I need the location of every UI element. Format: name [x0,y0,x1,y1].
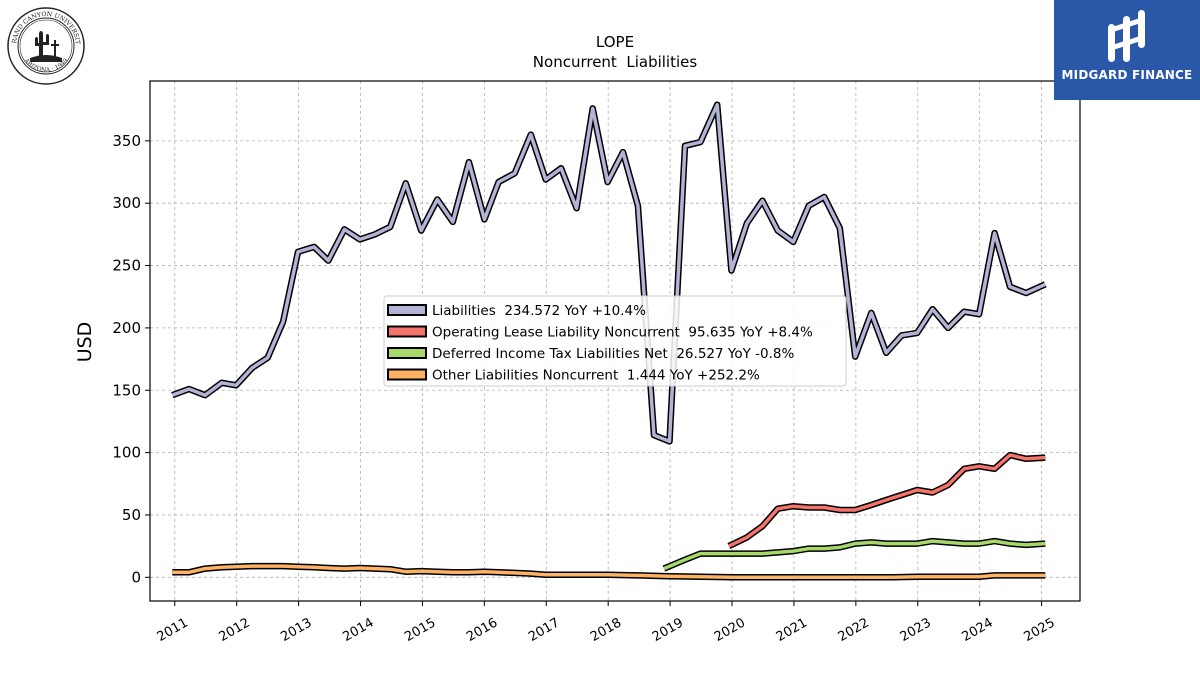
x-tick-label: 2018 [588,615,624,645]
series-line [171,102,1047,444]
x-tick-label: 2021 [774,615,810,645]
plot-frame [149,80,1081,602]
legend-swatch [387,325,427,338]
x-tick-label: 2011 [155,615,191,645]
x-tick-label: 2019 [650,615,686,645]
x-tick-label: 2012 [217,615,253,645]
university-seal-logo: GRAND CANYON UNIVERSITY ARIZONA · 1949 [3,1,86,86]
legend-swatch [387,347,427,359]
legend-item: Other Liabilities Noncurrent 1.444 YoY +… [387,368,760,384]
x-tick-label: 2015 [402,615,438,645]
legend-item: Liabilities 234.572 YoY +10.4% [387,303,646,319]
series-line [663,539,1046,571]
series-outline [171,101,1047,445]
brand-name: MIDGARD FINANCE [1061,68,1193,82]
x-tick-label: 2023 [898,615,934,645]
series-2 [662,537,1046,572]
y-tick-label: 50 [122,506,141,524]
series-3 [172,562,1046,581]
legend-label: Deferred Income Tax Liabilities Net 26.5… [432,346,794,362]
series-line [728,453,1046,548]
x-tick-label: 2017 [526,615,562,645]
x-tick-label: 2020 [712,615,748,645]
y-tick-label: 100 [112,444,141,462]
y-tick-label: 250 [112,257,141,275]
series-1 [727,451,1046,550]
y-tick-label: 350 [112,132,141,150]
x-tick-label: 2016 [464,615,500,645]
legend: Liabilities 234.572 YoY +10.4% Operating … [383,295,847,387]
y-axis-label: USD [74,322,96,363]
y-tick-label: 200 [112,319,141,337]
legend-box [383,295,847,387]
x-tick-label: 2024 [960,615,996,645]
series-line [172,564,1046,580]
series-0 [171,101,1047,445]
chart-title: LOPE [596,33,634,51]
legend-label: Other Liabilities Noncurrent 1.444 YoY +… [432,368,760,384]
y-tick-label: 0 [131,568,141,586]
midgard-finance-mark-icon [1108,10,1145,62]
legend-swatch [387,304,427,316]
y-tick-label: 150 [112,381,141,399]
legend-label: Liabilities 234.572 YoY +10.4% [432,303,646,319]
chart-subtitle: Noncurrent Liabilities [533,53,698,71]
legend-swatch [387,368,427,381]
legend-item: Deferred Income Tax Liabilities Net 26.5… [387,346,794,362]
midgard-finance-logo: MIDGARD FINANCE [1054,0,1200,100]
y-tick-label: 300 [112,194,141,212]
x-tick-label: 2013 [278,615,314,645]
series-lines [171,101,1047,581]
x-tick-label: 2025 [1021,615,1057,645]
x-tick-label: 2014 [340,615,376,645]
x-tick-label: 2022 [836,615,872,645]
legend-label: Operating Lease Liability Noncurrent 95.… [432,325,813,341]
legend-item: Operating Lease Liability Noncurrent 95.… [387,325,813,341]
